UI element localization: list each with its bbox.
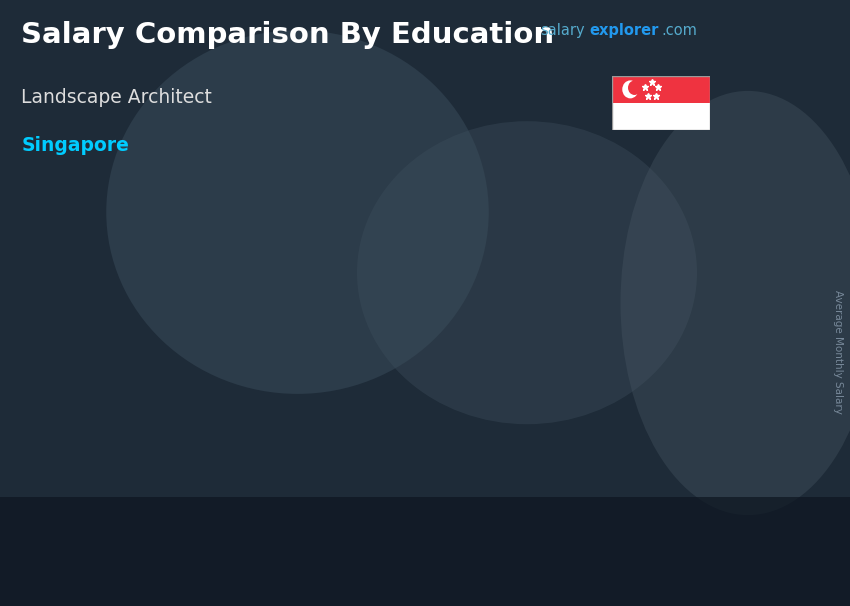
Text: Landscape Architect: Landscape Architect — [21, 88, 212, 107]
Text: Singapore: Singapore — [21, 136, 129, 155]
Text: +29%: +29% — [240, 166, 316, 190]
Bar — [589, 152, 680, 533]
Text: 10,300 SGD: 10,300 SGD — [337, 230, 434, 245]
Bar — [0, 497, 850, 606]
Ellipse shape — [620, 91, 850, 515]
Text: Average Monthly Salary: Average Monthly Salary — [833, 290, 843, 413]
Text: Master's
Degree: Master's Degree — [598, 574, 672, 606]
Bar — [431, 268, 442, 533]
Bar — [115, 327, 205, 533]
Bar — [194, 327, 205, 533]
Circle shape — [628, 81, 641, 95]
Polygon shape — [680, 135, 694, 533]
Text: .com: .com — [661, 23, 697, 38]
Circle shape — [622, 81, 638, 98]
Text: Salary Comparison By Education: Salary Comparison By Education — [21, 21, 554, 49]
Bar — [115, 327, 125, 533]
Bar — [612, 103, 710, 130]
Bar — [352, 268, 363, 533]
Polygon shape — [205, 318, 218, 533]
Bar — [589, 152, 600, 533]
Text: salary: salary — [540, 23, 584, 38]
Ellipse shape — [357, 121, 697, 424]
Text: 8,010 SGD: 8,010 SGD — [105, 289, 191, 304]
Text: Certificate or
Diploma: Certificate or Diploma — [103, 574, 216, 606]
Bar — [352, 268, 442, 533]
Ellipse shape — [106, 30, 489, 394]
Polygon shape — [589, 135, 694, 152]
Polygon shape — [442, 256, 456, 533]
Text: Bachelor's
Degree: Bachelor's Degree — [353, 574, 441, 606]
Bar — [612, 76, 710, 103]
Text: explorer: explorer — [589, 23, 659, 38]
Bar — [669, 152, 680, 533]
Polygon shape — [115, 318, 218, 327]
Polygon shape — [352, 256, 456, 268]
Text: 14,800 SGD: 14,800 SGD — [575, 114, 671, 129]
Text: +43%: +43% — [478, 42, 554, 66]
